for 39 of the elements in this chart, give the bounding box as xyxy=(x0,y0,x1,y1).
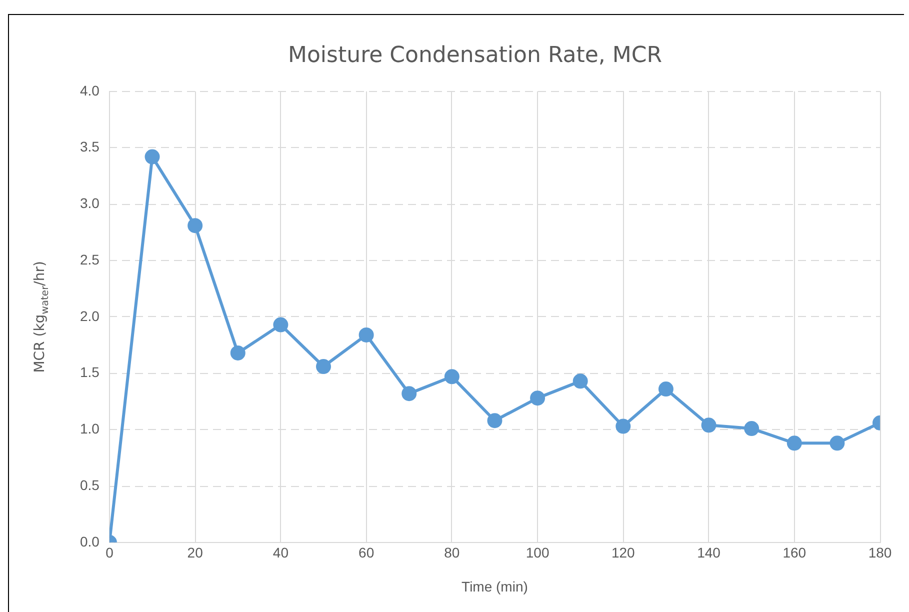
x-axis-title: Time (min) xyxy=(462,578,528,594)
point xyxy=(487,413,502,428)
y-axis-title: MCR (kgwater/hr) xyxy=(32,261,51,373)
y-tick-label: 0.5 xyxy=(80,476,100,493)
point xyxy=(701,418,716,433)
x-tick-label: 40 xyxy=(272,544,289,561)
point xyxy=(830,436,845,451)
point xyxy=(530,390,546,406)
y-tick-label: 2.5 xyxy=(80,251,100,268)
point xyxy=(188,218,203,234)
point xyxy=(402,386,417,402)
y-tick-label: 1.0 xyxy=(80,420,100,437)
point xyxy=(444,369,460,384)
point xyxy=(144,149,160,164)
point xyxy=(572,374,588,389)
x-tick-label: 120 xyxy=(611,544,636,561)
point xyxy=(273,317,288,332)
x-tick-label: 180 xyxy=(868,544,892,561)
x-tick-label: 80 xyxy=(444,544,460,561)
x-tick-label: 100 xyxy=(526,544,550,561)
y-tick-label: 4.0 xyxy=(80,82,100,98)
x-tick-label: 20 xyxy=(187,544,204,561)
x-tick-label: 140 xyxy=(697,544,721,561)
point xyxy=(786,436,802,451)
point xyxy=(744,421,760,436)
x-tick-label: 60 xyxy=(358,544,374,561)
point xyxy=(358,327,374,342)
y-tick-label: 2.0 xyxy=(80,308,100,324)
y-tick-label: 0.0 xyxy=(80,533,100,550)
point xyxy=(316,359,331,374)
point xyxy=(658,382,674,397)
x-tick-label: 160 xyxy=(782,544,806,561)
point xyxy=(616,418,631,434)
y-tick-label: 3.5 xyxy=(80,138,100,155)
x-tick-label: 0 xyxy=(106,544,114,561)
y-tick-label: 3.0 xyxy=(80,195,100,212)
point xyxy=(230,345,246,360)
y-tick-label: 1.5 xyxy=(80,364,100,380)
chart-title: Moisture Condensation Rate, MCR xyxy=(288,42,662,68)
